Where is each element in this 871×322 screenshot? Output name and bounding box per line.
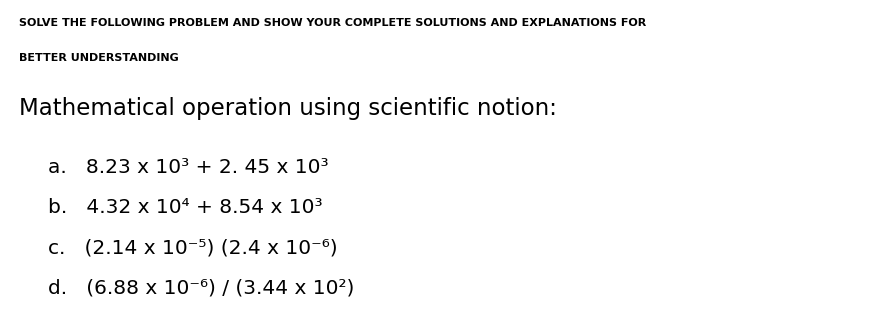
Text: b.   4.32 x 10⁴ + 8.54 x 10³: b. 4.32 x 10⁴ + 8.54 x 10³ [48,198,322,217]
Text: d.   (6.88 x 10⁻⁶) / (3.44 x 10²): d. (6.88 x 10⁻⁶) / (3.44 x 10²) [48,279,354,298]
Text: a.   8.23 x 10³ + 2. 45 x 10³: a. 8.23 x 10³ + 2. 45 x 10³ [48,158,328,177]
Text: Mathematical operation using scientific notion:: Mathematical operation using scientific … [19,97,557,119]
Text: BETTER UNDERSTANDING: BETTER UNDERSTANDING [19,53,179,63]
Text: SOLVE THE FOLLOWING PROBLEM AND SHOW YOUR COMPLETE SOLUTIONS AND EXPLANATIONS FO: SOLVE THE FOLLOWING PROBLEM AND SHOW YOU… [19,18,646,28]
Text: c.   (2.14 x 10⁻⁵) (2.4 x 10⁻⁶): c. (2.14 x 10⁻⁵) (2.4 x 10⁻⁶) [48,238,338,257]
